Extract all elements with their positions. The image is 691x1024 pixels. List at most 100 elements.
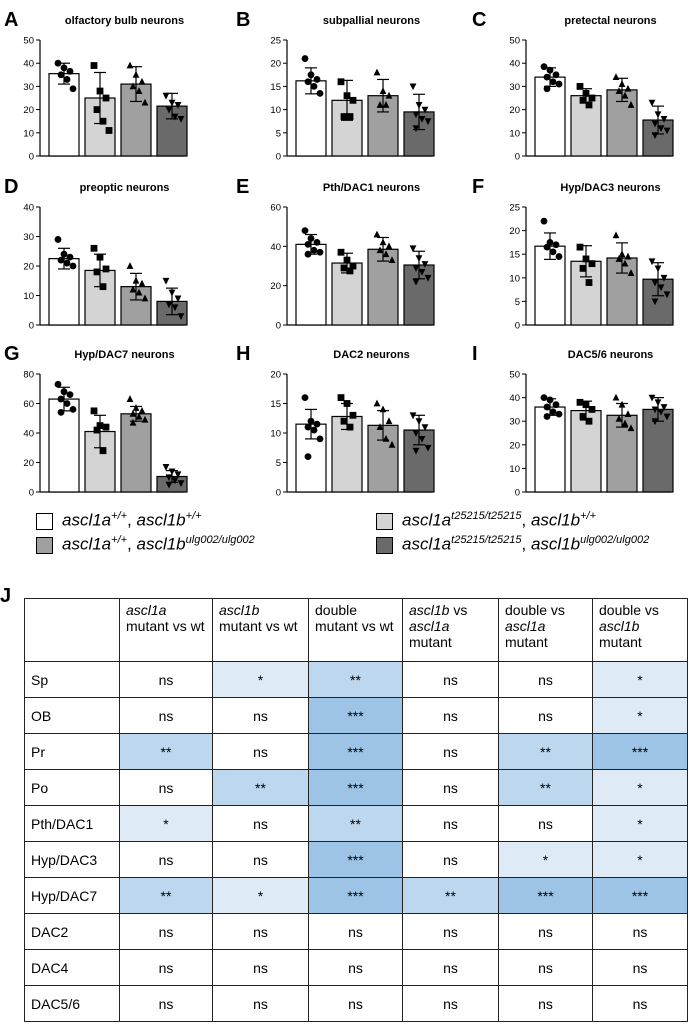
y-tick-label: 15: [509, 250, 520, 261]
data-point: [174, 102, 182, 109]
data-point: [579, 264, 587, 272]
data-point: [132, 70, 140, 78]
data-point: [660, 115, 668, 123]
data-point: [412, 447, 420, 455]
y-tick-label: 20: [23, 262, 34, 273]
significance-cell: **: [119, 733, 213, 770]
data-point: [552, 71, 560, 79]
data-point: [346, 423, 354, 431]
data-point: [615, 87, 623, 94]
data-point: [99, 283, 107, 291]
table-row: Pth/DAC1 * ns ** ns ns *: [24, 805, 688, 842]
significance-cell: ns: [402, 913, 499, 950]
data-point: [304, 423, 312, 431]
data-point: [162, 464, 170, 471]
data-point: [138, 77, 146, 85]
y-tick-label: 40: [509, 393, 520, 404]
y-tick-label: 10: [23, 128, 34, 139]
legend-swatch: [36, 537, 53, 554]
data-point: [412, 125, 420, 133]
data-point: [624, 410, 632, 418]
y-tick-label: 0: [276, 321, 281, 332]
chart-title: DAC2 neurons: [333, 349, 409, 361]
significance-cell: ns: [498, 697, 593, 734]
significance-cell: ns: [212, 697, 309, 734]
significance-cell: ns: [119, 661, 213, 698]
bar: [534, 76, 566, 157]
data-point: [343, 400, 351, 407]
data-point: [612, 231, 620, 239]
significance-cell: *: [592, 805, 688, 842]
data-point: [129, 418, 137, 426]
y-tick-label: 0: [276, 152, 281, 163]
data-point: [624, 252, 632, 260]
y-tick-label: 0: [515, 152, 520, 163]
header-ascl1b-vs-ascl1a: ascl1b vs ascl1a mutant: [402, 598, 499, 662]
data-point: [99, 117, 107, 125]
significance-cell: *: [498, 841, 593, 878]
data-point: [63, 259, 71, 267]
data-point: [376, 246, 384, 254]
significance-cell: ns: [498, 661, 593, 698]
data-point: [612, 73, 620, 81]
panel-label: G: [4, 343, 20, 365]
data-point: [660, 404, 668, 411]
significance-cell: ns: [119, 985, 213, 1022]
table-row: Hyp/DAC3 ns ns *** ns * *: [24, 841, 688, 878]
data-point: [60, 250, 68, 258]
significance-cell: ns: [119, 697, 213, 734]
y-tick-label: 40: [23, 59, 34, 70]
data-point: [421, 261, 429, 268]
significance-cell: *: [592, 661, 688, 698]
data-point: [546, 66, 554, 74]
panel-label: H: [236, 343, 250, 365]
y-tick-label: 15: [270, 399, 281, 410]
y-tick-label: 25: [509, 203, 520, 214]
data-point: [177, 480, 185, 488]
data-point: [651, 120, 659, 128]
data-point: [576, 83, 584, 90]
data-point: [141, 98, 149, 106]
data-point: [624, 84, 632, 92]
data-point: [654, 265, 662, 273]
bar: [48, 398, 80, 493]
data-point: [409, 412, 417, 420]
data-point: [126, 262, 134, 269]
legend-swatch: [376, 513, 393, 530]
significance-cell: ***: [498, 877, 593, 914]
data-point: [90, 244, 98, 252]
data-point: [132, 404, 140, 411]
data-point: [651, 418, 659, 426]
bar: [295, 243, 327, 326]
data-point: [555, 80, 563, 88]
data-point: [313, 239, 321, 246]
data-point: [301, 394, 309, 401]
data-point: [174, 471, 182, 479]
data-point: [57, 256, 65, 264]
data-point: [57, 408, 65, 416]
panel-label: B: [236, 9, 250, 31]
data-point: [648, 394, 656, 402]
chart-title: Pth/DAC1 neurons: [323, 182, 420, 194]
y-tick-label: 40: [509, 59, 520, 70]
significance-cell: ns: [402, 661, 499, 698]
data-point: [582, 89, 590, 97]
data-point: [552, 401, 560, 409]
significance-cell: ns: [119, 913, 213, 950]
data-point: [424, 274, 432, 282]
data-point: [60, 388, 68, 396]
data-point: [171, 477, 179, 485]
row-label: Sp: [24, 661, 120, 698]
table-row: Pr ** ns *** ns ** ***: [24, 733, 688, 770]
table-row: Sp ns * ** ns ns *: [24, 661, 688, 698]
data-point: [373, 230, 381, 238]
data-point: [579, 96, 587, 104]
data-point: [96, 422, 104, 430]
y-tick-label: 20: [23, 105, 34, 116]
data-point: [549, 78, 557, 86]
data-point: [540, 63, 548, 71]
data-point: [657, 125, 665, 133]
data-point: [69, 406, 77, 413]
data-point: [310, 246, 318, 254]
data-point: [66, 253, 74, 261]
